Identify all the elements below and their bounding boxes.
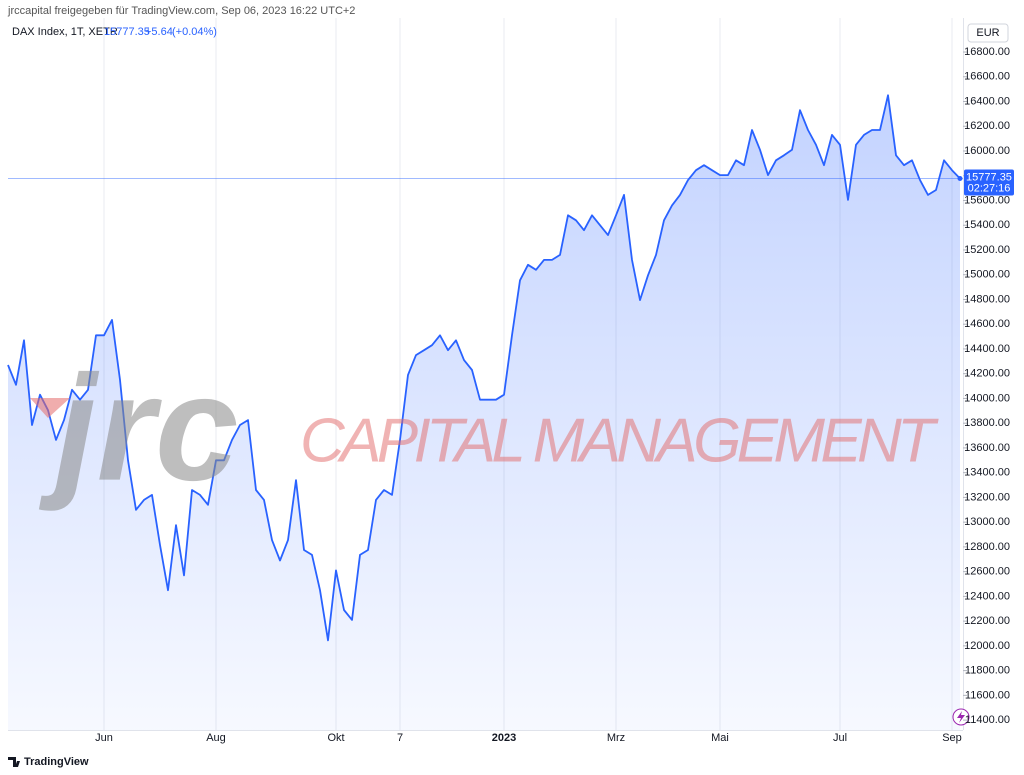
y-tick-label: 12000.00 (964, 640, 1010, 652)
y-tick-label: 16000.00 (964, 145, 1010, 157)
y-tick-label: 13600.00 (964, 442, 1010, 454)
area-fill (8, 95, 960, 731)
x-tick-label: 7 (397, 732, 403, 744)
y-tick-label: 11400.00 (965, 714, 1010, 726)
y-tick-label: 13000.00 (964, 516, 1010, 528)
x-tick-label: Jul (833, 732, 847, 744)
currency-box[interactable] (967, 23, 1009, 43)
last-point (957, 176, 963, 182)
x-tick-label: 2023 (492, 732, 516, 744)
y-tick-label: 16200.00 (964, 120, 1010, 132)
currency[interactable]: EUR (976, 27, 999, 39)
y-tick-label: 16400.00 (964, 95, 1010, 107)
y-tick-label: 16600.00 (964, 71, 1010, 83)
watermark-logo: jrc (38, 344, 238, 512)
y-tick-label: 11600.00 (965, 689, 1010, 701)
watermark: jrc CAPITAL MANAGEMENT (30, 344, 939, 512)
tradingview-logo: TradingView (8, 756, 89, 768)
legend-change: +5.64 (145, 26, 173, 38)
y-tick-label: 15400.00 (964, 219, 1010, 231)
y-tick-label: 13400.00 (964, 467, 1010, 479)
last-price-label: 15777.35 (966, 171, 1012, 183)
header: jrccapital freigegeben für TradingView.c… (7, 5, 355, 17)
legend-change-pct: (+0.04%) (172, 26, 217, 38)
last-price-box (964, 169, 1014, 196)
y-tick-label: 15600.00 (964, 194, 1010, 206)
y-tick-label: 12400.00 (964, 590, 1010, 602)
countdown: 02:27:16 (968, 182, 1011, 194)
y-tick-label: 14800.00 (964, 293, 1010, 305)
x-tick-label: Sep (942, 732, 962, 744)
footer: TradingView (24, 756, 89, 768)
x-tick-label: Aug (206, 732, 226, 744)
y-tick-label: 11800.00 (965, 665, 1010, 677)
y-tick-label: 14000.00 (964, 392, 1010, 404)
y-tick-label: 14400.00 (964, 343, 1010, 355)
y-tick-label: 15200.00 (964, 244, 1010, 256)
lightning-icon[interactable] (952, 708, 970, 726)
y-tick-label: 14600.00 (964, 318, 1010, 330)
legend-price: 15777.35 (104, 26, 150, 38)
watermark-arrow (30, 398, 70, 418)
y-tick-label: 12800.00 (964, 541, 1010, 553)
y-tick-label: 16800.00 (964, 46, 1010, 58)
y-tick-label: 12600.00 (964, 566, 1010, 578)
x-tick-label: Okt (327, 732, 344, 744)
y-tick-label: 14200.00 (964, 368, 1010, 380)
y-tick-label: 13800.00 (964, 417, 1010, 429)
price-line (7, 94, 961, 642)
y-tick-label: 15000.00 (964, 269, 1010, 281)
plot-area (7, 18, 963, 731)
x-tick-label: Mai (711, 732, 729, 744)
symbol: DAX Index, 1T, XETR (12, 26, 118, 38)
y-tick-label: 13200.00 (964, 491, 1010, 503)
x-tick-label: Jun (95, 732, 113, 744)
x-tick-label: Mrz (607, 732, 625, 744)
watermark-text: CAPITAL MANAGEMENT (300, 406, 939, 475)
y-tick-label: 12200.00 (964, 615, 1010, 627)
